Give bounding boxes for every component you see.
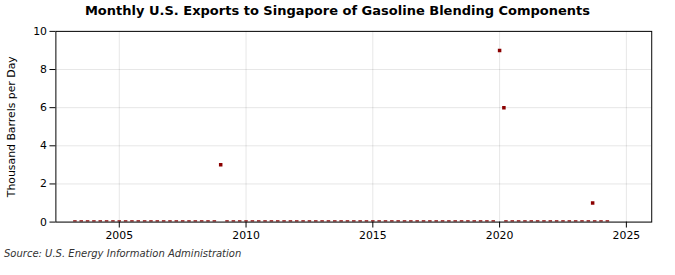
- svg-text:Thousand Barrels per Day: Thousand Barrels per Day: [5, 56, 18, 199]
- svg-text:0: 0: [40, 216, 47, 229]
- html-text:Source: U.S. Energy Informatio: Source: U.S. Energy Information Administ…: [4, 248, 242, 260]
- svg-text:6: 6: [40, 101, 47, 114]
- svg-text:2020: 2020: [486, 229, 514, 242]
- svg-text:2015: 2015: [359, 229, 387, 242]
- svg-text:2010: 2010: [232, 229, 260, 242]
- svg-text:2: 2: [40, 177, 47, 190]
- svg-text:2025: 2025: [613, 229, 641, 242]
- svg-text:10: 10: [33, 25, 47, 38]
- svg-text:8: 8: [40, 63, 47, 76]
- svg-text:2005: 2005: [105, 229, 133, 242]
- html-text:Monthly U.S. Exports to Singap: Monthly U.S. Exports to Singapore of Gas…: [84, 3, 591, 18]
- svg-text:4: 4: [40, 139, 47, 152]
